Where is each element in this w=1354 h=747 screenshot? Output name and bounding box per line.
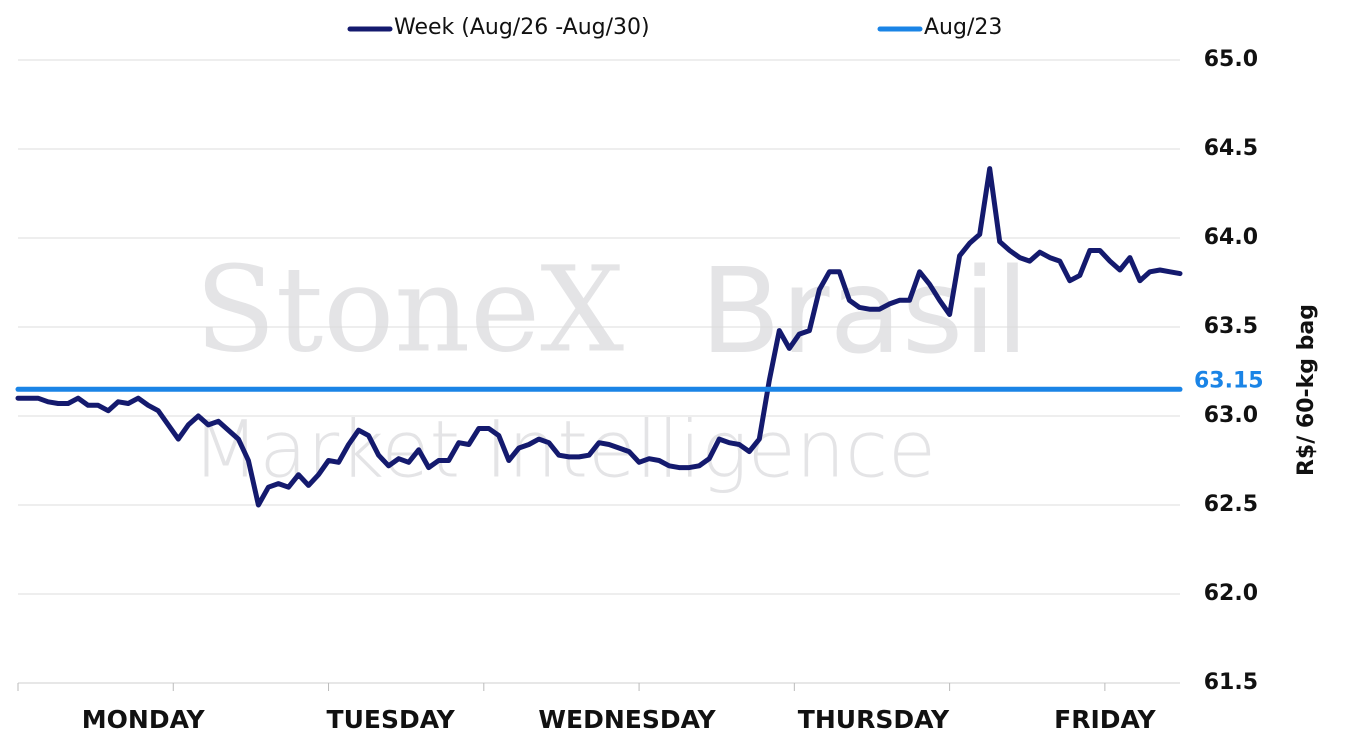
y-tick-label: 62.0 xyxy=(1204,581,1258,606)
x-tick-label: MONDAY xyxy=(82,705,206,734)
y-tick-label: 63.5 xyxy=(1204,314,1258,339)
x-tick-label: TUESDAY xyxy=(327,705,456,734)
x-tick-label: THURSDAY xyxy=(798,705,950,734)
y-tick-label: 64.0 xyxy=(1204,225,1258,250)
y-tick-label: 64.5 xyxy=(1204,136,1258,161)
y-tick-label: 61.5 xyxy=(1204,670,1258,695)
y-tick-label: 63.0 xyxy=(1204,403,1258,428)
series-line xyxy=(15,166,1183,508)
legend-label: Week (Aug/26 -Aug/30) xyxy=(394,15,650,40)
x-tick-label: FRIDAY xyxy=(1054,705,1156,734)
watermark-text: Brasil xyxy=(700,242,1029,380)
legend-label: Aug/23 xyxy=(924,15,1002,40)
x-tick-label: WEDNESDAY xyxy=(538,705,716,734)
y-tick-label: 65.0 xyxy=(1204,47,1258,72)
value-label: 63.15 xyxy=(1194,368,1264,393)
watermark: StoneX Brasil Market Intelligence xyxy=(192,241,1029,496)
watermark-text: StoneX xyxy=(195,241,624,379)
y-tick-label: 62.5 xyxy=(1204,492,1258,517)
y-axis-label: R$/ 60-kg bag xyxy=(1294,304,1319,476)
